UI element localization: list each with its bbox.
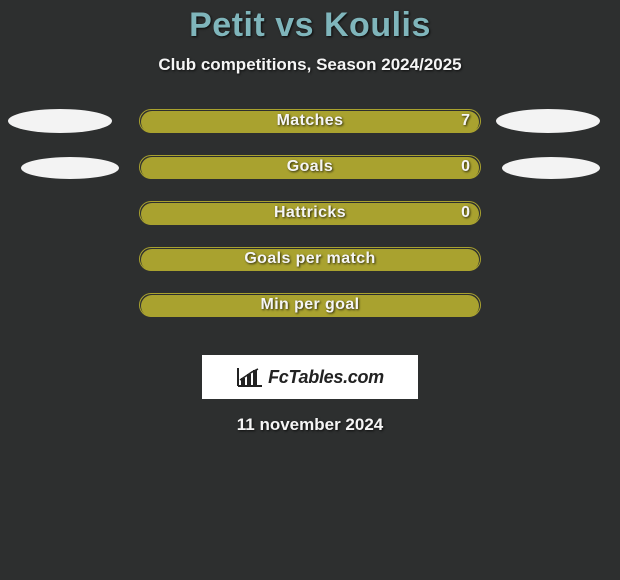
page-title: Petit vs Koulis (0, 0, 620, 45)
player-marker-right (496, 109, 600, 133)
player-marker-left (8, 109, 112, 133)
stat-bar: Goals per match (139, 247, 481, 271)
comparison-infographic: Petit vs Koulis Club competitions, Seaso… (0, 0, 620, 580)
stat-bar: Matches7 (139, 109, 481, 133)
footer-date: 11 november 2024 (0, 415, 620, 435)
stat-bar-fill (141, 157, 479, 179)
player-marker-left (21, 157, 119, 179)
stat-bar-fill (141, 249, 479, 271)
stat-bar: Min per goal (139, 293, 481, 317)
stat-rows: Matches7 Goals0 Hattricks0 Goals per match M… (0, 109, 620, 339)
bar-chart-icon (236, 366, 264, 388)
stat-row: Hattricks0 (0, 201, 620, 247)
stat-row: Goals0 (0, 155, 620, 201)
stat-row: Min per goal (0, 293, 620, 339)
page-subtitle: Club competitions, Season 2024/2025 (0, 55, 620, 75)
player-marker-right (502, 157, 600, 179)
stat-row: Goals per match (0, 247, 620, 293)
stat-row: Matches7 (0, 109, 620, 155)
logo-text: FcTables.com (268, 367, 384, 388)
stat-bar-fill (141, 295, 479, 317)
stat-bar: Hattricks0 (139, 201, 481, 225)
stat-bar: Goals0 (139, 155, 481, 179)
stat-bar-fill (141, 203, 479, 225)
logo-box: FcTables.com (202, 355, 418, 399)
stat-bar-fill (141, 111, 479, 133)
